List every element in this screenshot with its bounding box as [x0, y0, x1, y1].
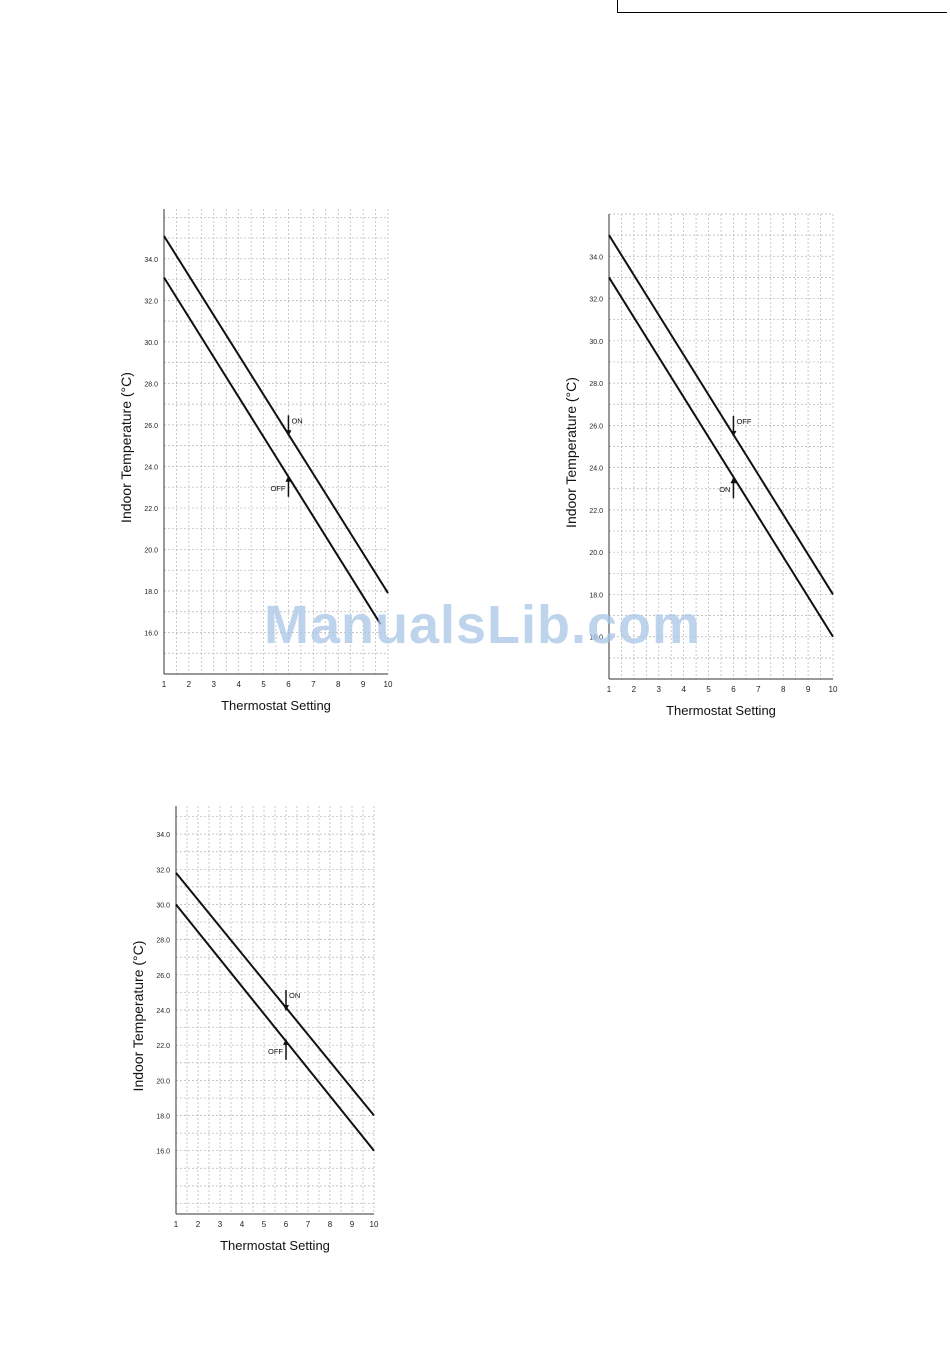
y-tick-label: 30.0 — [156, 902, 170, 909]
y-tick-label: 30.0 — [589, 339, 603, 346]
x-tick-label: 10 — [829, 685, 838, 694]
x-tick-label: 6 — [284, 1220, 289, 1229]
x-tick-label: 5 — [262, 1220, 267, 1229]
page-header-rule — [617, 0, 947, 13]
y-tick-label: 34.0 — [589, 254, 603, 261]
y-axis-label: Indoor Temperature (°C) — [130, 941, 146, 1092]
x-tick-label: 2 — [187, 680, 192, 689]
y-tick-label: 34.0 — [144, 257, 158, 264]
x-tick-label: 8 — [336, 680, 341, 689]
series-line-1 — [175, 872, 375, 1117]
y-tick-label: 18.0 — [156, 1114, 170, 1121]
y-tick-label: 22.0 — [589, 508, 603, 515]
y-tick-label: 26.0 — [589, 423, 603, 430]
x-axis-label: Thermostat Setting — [221, 698, 331, 713]
x-tick-label: 4 — [236, 680, 241, 689]
x-tick-label: 7 — [756, 685, 761, 694]
y-tick-label: 28.0 — [156, 938, 170, 945]
x-tick-label: 7 — [306, 1220, 311, 1229]
y-tick-label: 24.0 — [589, 466, 603, 473]
x-tick-label: 10 — [370, 1220, 379, 1229]
y-axis-label: Indoor Temperature (°C) — [563, 377, 579, 528]
x-tick-label: 8 — [328, 1220, 333, 1229]
x-tick-label: 6 — [286, 680, 291, 689]
y-tick-label: 24.0 — [156, 1008, 170, 1015]
arrow-head-down-icon — [285, 430, 292, 437]
x-tick-label: 7 — [311, 680, 316, 689]
chart-3: 16.0 18.0 20.0 22.0 24.0 26.0 28.0 30.0 32.0 34.0… — [130, 806, 379, 1253]
y-tick-label: 16.0 — [144, 630, 158, 637]
x-axis-label: Thermostat Setting — [666, 703, 776, 718]
arrow-head-up-icon — [285, 475, 292, 482]
x-tick-label: 1 — [162, 680, 167, 689]
series-line-2 — [608, 276, 834, 638]
y-tick-label: 20.0 — [144, 547, 158, 554]
annotation-label: ON — [291, 416, 302, 425]
y-tick-label: 32.0 — [156, 867, 170, 874]
y-tick-label: 28.0 — [144, 381, 158, 388]
y-tick-label: 28.0 — [589, 381, 603, 388]
y-tick-label: 26.0 — [144, 423, 158, 430]
x-tick-label: 8 — [781, 685, 786, 694]
y-tick-label: 22.0 — [144, 506, 158, 513]
x-tick-label: 6 — [731, 685, 736, 694]
series-line-2 — [175, 903, 375, 1152]
chart-2: 16.0 18.0 20.0 22.0 24.0 26.0 28.0 30.0 32.0 34.0… — [563, 213, 838, 718]
series-line-2 — [163, 276, 382, 625]
y-axis-label: Indoor Temperature (°C) — [118, 372, 134, 523]
annotation-label: OFF — [270, 484, 285, 493]
x-tick-label: 5 — [261, 680, 266, 689]
y-tick-label: 20.0 — [156, 1078, 170, 1085]
y-tick-label: 18.0 — [589, 592, 603, 599]
chart-1: 16.0 18.0 20.0 22.0 24.0 26.0 28.0 30.0 32.0 34.0… — [118, 209, 393, 713]
x-tick-label: 3 — [212, 680, 217, 689]
x-tick-label: 3 — [657, 685, 662, 694]
series-line-1 — [163, 235, 389, 594]
y-tick-label: 24.0 — [144, 464, 158, 471]
arrow-head-down-icon — [730, 430, 737, 437]
arrow-head-up-icon — [730, 477, 737, 484]
x-tick-label: 4 — [240, 1220, 245, 1229]
x-axis-label: Thermostat Setting — [220, 1238, 330, 1253]
x-tick-label: 1 — [607, 685, 612, 694]
annotation-label: OFF — [268, 1047, 283, 1056]
x-tick-label: 9 — [350, 1220, 355, 1229]
x-tick-label: 5 — [706, 685, 711, 694]
x-tick-label: 3 — [218, 1220, 223, 1229]
x-tick-label: 9 — [361, 680, 366, 689]
series-line-1 — [608, 234, 834, 595]
y-tick-label: 32.0 — [144, 298, 158, 305]
y-tick-label: 26.0 — [156, 973, 170, 980]
y-tick-label: 30.0 — [144, 340, 158, 347]
x-tick-label: 4 — [681, 685, 686, 694]
x-tick-label: 2 — [196, 1220, 201, 1229]
y-tick-label: 16.0 — [589, 635, 603, 642]
x-tick-label: 10 — [384, 680, 393, 689]
arrow-head-up-icon — [283, 1038, 289, 1045]
y-tick-label: 20.0 — [589, 550, 603, 557]
y-tick-label: 18.0 — [144, 589, 158, 596]
y-tick-label: 16.0 — [156, 1149, 170, 1156]
annotation-label: ON — [289, 991, 300, 1000]
y-tick-label: 34.0 — [156, 832, 170, 839]
x-tick-label: 9 — [806, 685, 811, 694]
annotation-label: ON — [719, 485, 730, 494]
x-tick-label: 1 — [174, 1220, 179, 1229]
annotation-label: OFF — [736, 417, 751, 426]
y-tick-label: 32.0 — [589, 297, 603, 304]
x-tick-label: 2 — [632, 685, 637, 694]
y-tick-label: 22.0 — [156, 1043, 170, 1050]
arrow-head-down-icon — [283, 1005, 289, 1011]
